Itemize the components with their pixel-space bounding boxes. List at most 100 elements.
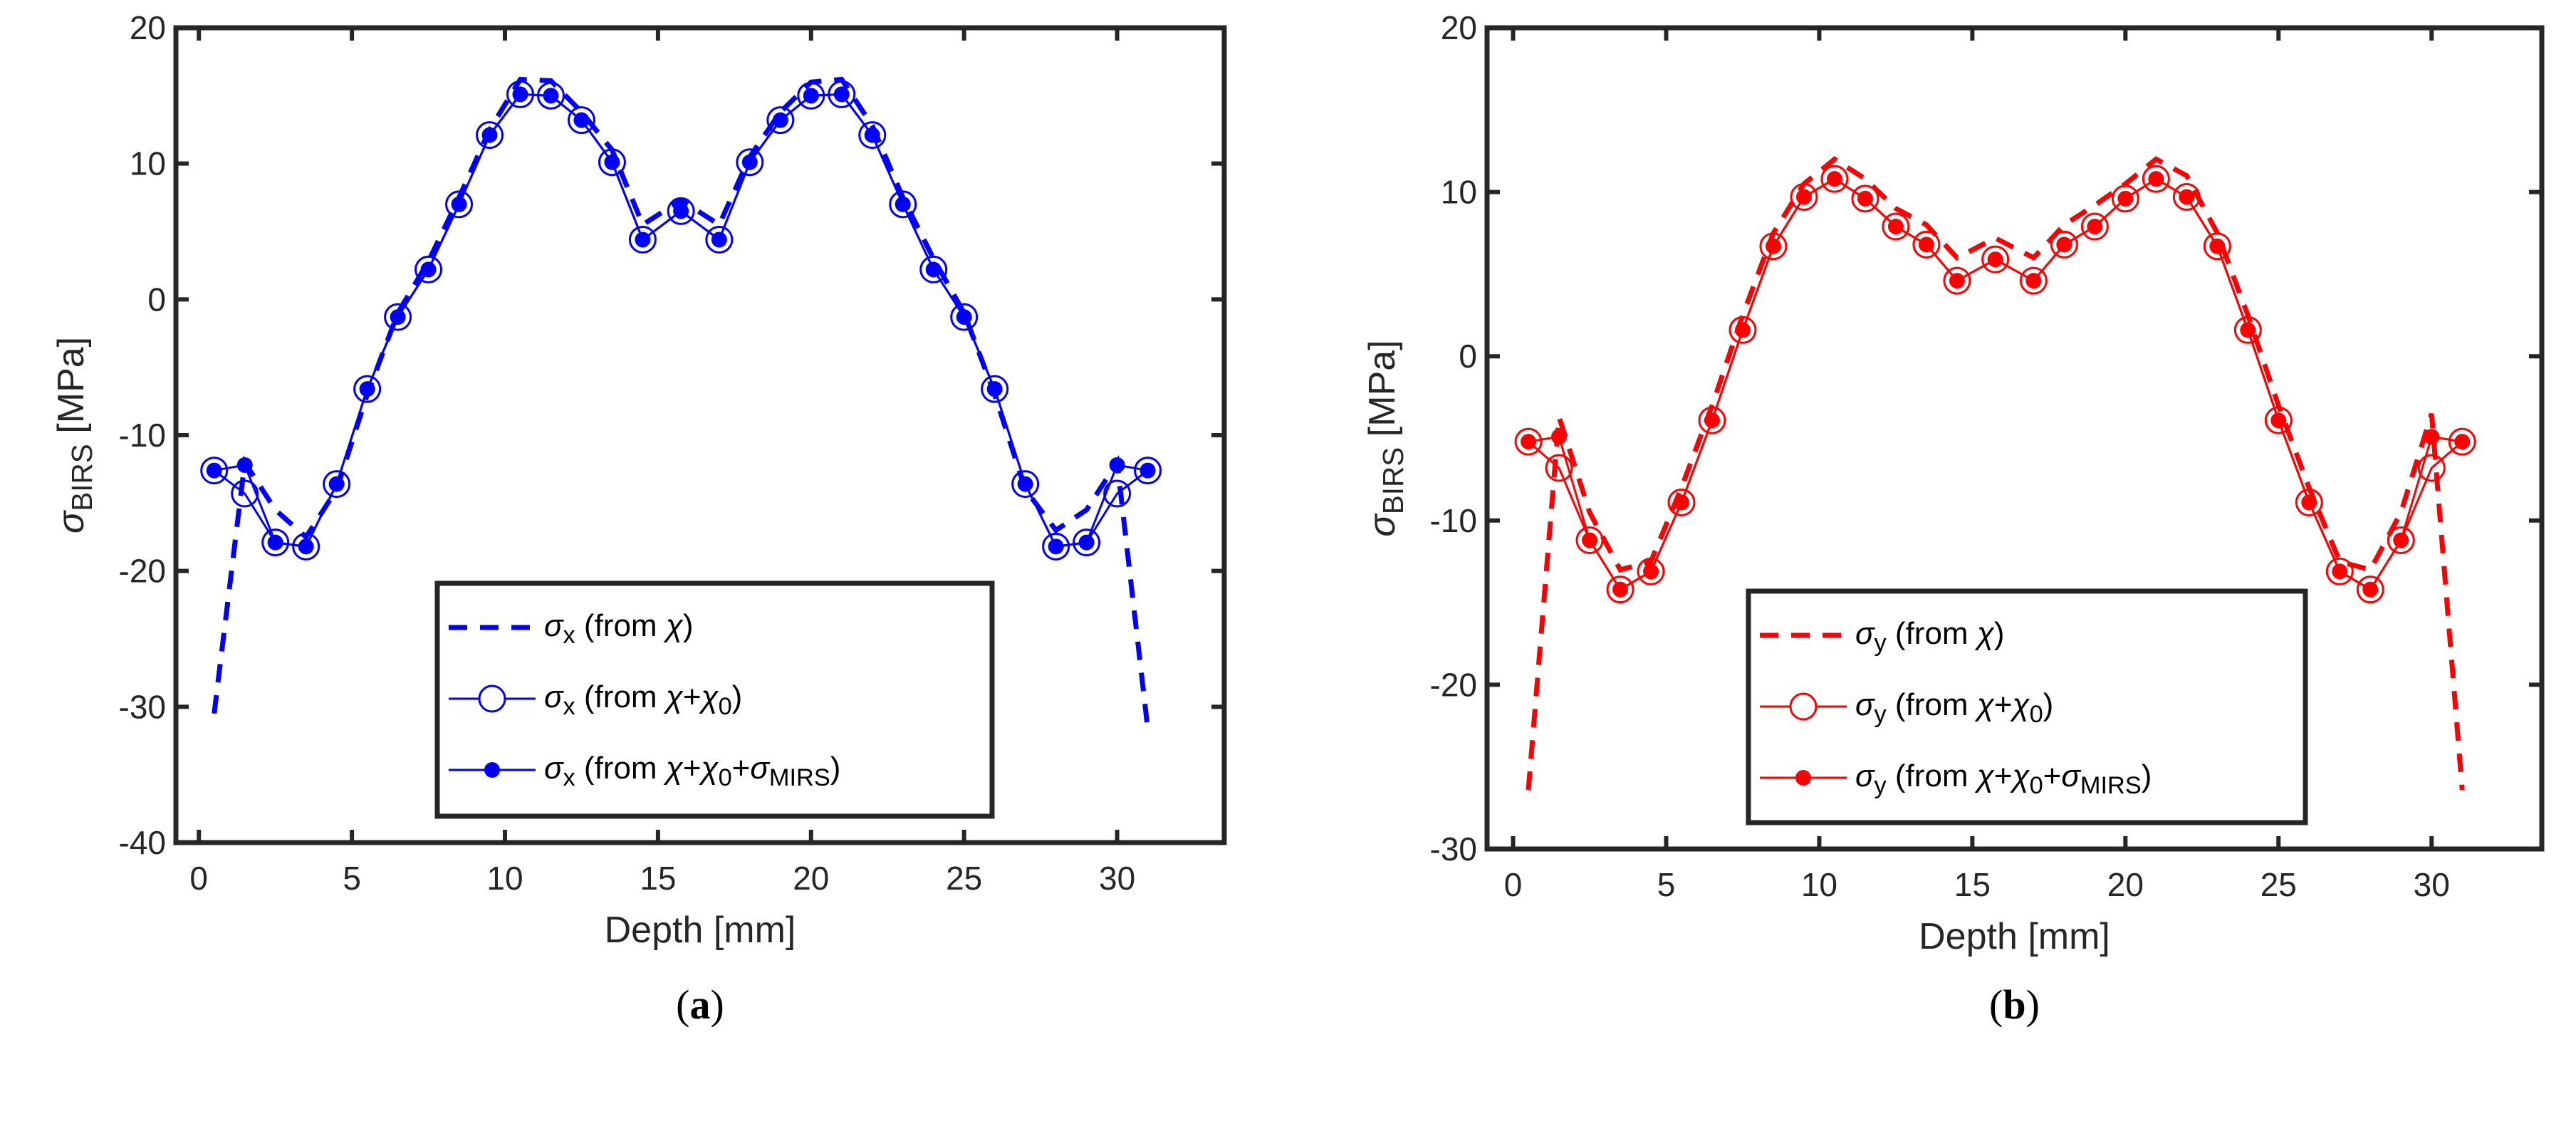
subscript: x	[563, 764, 575, 791]
legend-marker-filled	[1795, 770, 1811, 786]
legend-marker-open-circle	[478, 684, 506, 713]
legend-entry-label: σx (from χ+χ0)	[544, 679, 742, 720]
x-tick-label: 20	[793, 860, 829, 897]
y-tick-label: -20	[119, 553, 166, 590]
data-point-filled	[512, 86, 528, 103]
text-segment: σ	[2061, 759, 2081, 793]
data-point-open-circle	[858, 121, 887, 150]
data-point-open-circle	[981, 375, 1009, 403]
y-tick-label: -10	[119, 417, 166, 454]
text-segment: (from	[1887, 616, 1977, 651]
panel-label-segment: a	[690, 981, 711, 1028]
data-point-filled	[711, 231, 727, 248]
subscript: MIRS	[769, 764, 830, 791]
data-point-open-circle	[200, 457, 229, 485]
text-segment: χ	[2010, 687, 2030, 722]
data-point-open-circle	[414, 255, 443, 283]
data-point-open-circle	[919, 255, 948, 283]
text-segment: σ	[1362, 514, 1403, 537]
y-tick-label: -30	[119, 688, 166, 725]
data-point-open-circle	[628, 225, 657, 254]
data-point-filled	[1949, 273, 1965, 289]
data-point-filled	[956, 309, 972, 325]
legend: σy (from χ)σy (from χ+χ0)σy (from χ+χ0+σ…	[1746, 588, 2308, 825]
text-segment: σ	[1855, 687, 1875, 722]
panel-label: (a)	[676, 981, 724, 1028]
data-point-filled	[328, 476, 345, 492]
legend-entry-label: σx (from χ+χ0+σMIRS)	[544, 751, 840, 791]
text-segment: (from	[575, 751, 666, 786]
text-segment: σ	[1855, 616, 1875, 651]
panel-label: (b)	[1989, 981, 2040, 1028]
text-segment: )	[1994, 616, 2005, 651]
data-point-open-circle	[2019, 266, 2048, 295]
data-point-open-circle	[2080, 212, 2109, 241]
text-segment: +	[683, 679, 702, 714]
y-tick-label: 10	[130, 145, 166, 182]
data-point-open-circle	[1606, 575, 1634, 604]
text-segment: χ	[699, 751, 719, 786]
data-point-filled	[1987, 251, 2003, 268]
data-point-open-circle	[2295, 488, 2323, 516]
data-point-open-circle	[2203, 232, 2231, 261]
data-point-filled	[390, 309, 406, 325]
text-segment: +	[2043, 759, 2062, 793]
data-point-filled	[2332, 563, 2348, 580]
data-point-filled	[2179, 189, 2195, 205]
data-point-filled	[895, 196, 911, 212]
data-point-filled	[1642, 563, 1659, 580]
data-point-open-circle	[1912, 230, 1941, 259]
data-point-filled	[986, 381, 1003, 397]
text-segment: χ	[1974, 616, 1995, 651]
data-point-filled	[1078, 534, 1095, 551]
y-tick-label: 0	[147, 281, 166, 318]
data-point-filled	[1918, 236, 1934, 253]
legend-marker-filled	[484, 762, 500, 778]
data-point-filled	[1521, 434, 1537, 450]
text-segment: σ	[1855, 759, 1875, 793]
series-line-dashed	[1526, 156, 2465, 791]
data-point-filled	[1673, 494, 1689, 511]
data-point-open-circle	[445, 190, 474, 219]
legend-entry-label: σx (from χ)	[544, 608, 694, 649]
subscript: y	[1874, 772, 1887, 799]
panel-label-segment: )	[2026, 981, 2040, 1028]
data-point-open-circle	[1042, 532, 1070, 561]
text-segment: [MPa]	[51, 337, 92, 444]
data-point-open-circle	[1698, 406, 1726, 434]
subscript: x	[563, 693, 575, 720]
data-point-open-circle	[2111, 184, 2139, 213]
data-point-open-circle	[261, 528, 290, 557]
x-tick-label: 5	[1657, 866, 1676, 903]
data-point-open-circle	[766, 106, 795, 135]
data-point-open-circle	[2172, 183, 2201, 212]
text-segment: (from	[575, 679, 666, 714]
data-point-filled	[1048, 538, 1064, 555]
x-tick-label: 15	[640, 860, 676, 897]
text-segment: χ	[663, 751, 684, 786]
data-point-open-circle	[1728, 316, 1757, 344]
subscript: x	[563, 622, 575, 649]
data-point-open-circle	[323, 470, 351, 499]
data-point-open-circle	[2142, 165, 2170, 193]
data-point-filled	[1765, 238, 1781, 254]
data-point-filled	[206, 462, 222, 479]
data-point-filled	[2270, 412, 2287, 429]
text-segment: )	[732, 679, 743, 714]
data-point-filled	[833, 86, 850, 103]
data-point-open-circle	[1575, 526, 1604, 554]
y-tick-label: 0	[1459, 338, 1477, 375]
data-point-open-circle	[1790, 183, 1818, 212]
panel-label-segment: )	[711, 981, 724, 1028]
data-point-open-circle	[1882, 212, 1910, 241]
text-segment: σ	[544, 751, 564, 786]
subscript: 0	[2030, 772, 2043, 799]
data-point-filled	[1704, 412, 1720, 429]
x-axis-label: Depth [mm]	[605, 910, 796, 951]
data-point-filled	[925, 261, 942, 278]
data-point-open-circle	[1637, 557, 1665, 585]
text-segment: +	[732, 751, 751, 786]
data-point-open-circle	[1073, 528, 1101, 557]
data-point-filled	[2240, 322, 2256, 338]
chart-a: 0 5 10 15 20 25 30 -40 -30 -20 -10 0 10 20 Depth [mm] σ…	[51, 9, 1227, 1028]
